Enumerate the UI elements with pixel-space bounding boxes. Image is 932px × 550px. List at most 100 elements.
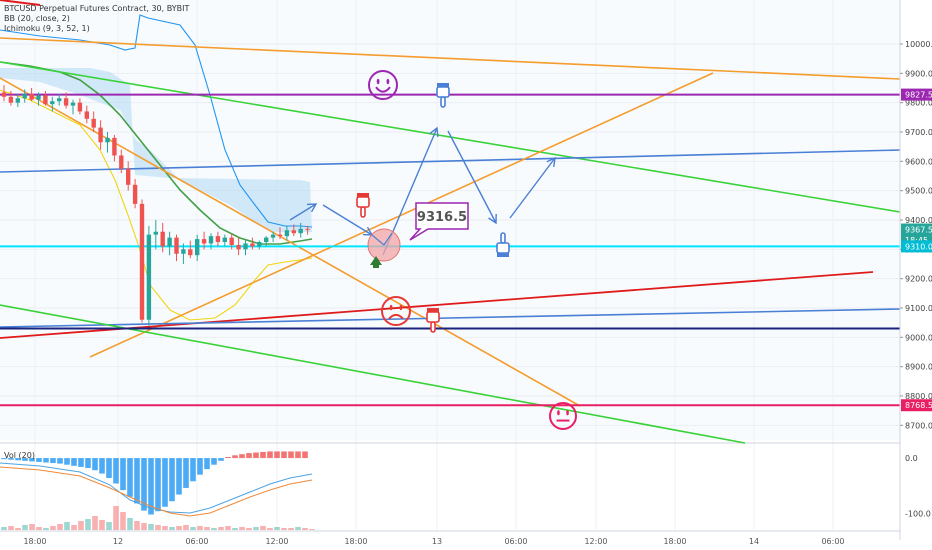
volume-histogram-bar — [113, 506, 119, 530]
candle — [222, 234, 227, 247]
pointing-hand-icon-2-cuff — [357, 193, 369, 197]
price-label-box-0 — [901, 88, 932, 101]
volume-bar — [43, 458, 49, 463]
time-tick-label: 12:00 — [265, 537, 288, 546]
candle-body — [305, 228, 310, 230]
volume-histogram-bar — [85, 519, 91, 530]
pointing-hand-icon-3-cuff — [497, 253, 509, 257]
volume-histogram-bar — [211, 528, 217, 530]
candle — [257, 240, 262, 250]
trend-line-green-upper — [0, 61, 901, 213]
volume-bar — [113, 458, 119, 484]
volume-histogram-bar — [8, 526, 14, 530]
volume-histogram-bar — [1, 527, 7, 530]
volume-ma-orange — [0, 466, 313, 517]
volume-bar — [288, 451, 294, 459]
pointing-hand-icon-4-cuff — [427, 308, 439, 312]
volume-bar — [71, 458, 77, 466]
volume-bar — [99, 458, 105, 474]
volume-histogram-bar — [267, 528, 273, 530]
volume-bar — [218, 458, 224, 461]
volume-bar — [302, 451, 308, 459]
volume-histogram-bar — [134, 521, 140, 530]
candle-body — [57, 98, 62, 102]
volume-bar — [141, 458, 147, 511]
volume-bar — [274, 451, 280, 459]
candle-body — [146, 234, 152, 320]
candle — [8, 90, 14, 106]
candle-body — [160, 231, 165, 247]
volume-histogram-bar — [288, 528, 294, 530]
neutral-face-icon-eye-right — [566, 410, 569, 416]
volume-histogram-bar — [218, 527, 224, 530]
volume-bar — [134, 458, 140, 504]
candle-body — [22, 93, 27, 99]
volume-bar — [29, 458, 35, 462]
volume-histogram-bar — [232, 528, 238, 530]
volume-bar — [197, 458, 203, 475]
volume-histogram-bottom — [1, 506, 315, 530]
time-tick-label: 12:00 — [584, 537, 607, 546]
volume-bar — [232, 455, 238, 459]
candle-body — [284, 230, 290, 237]
volume-bar — [239, 454, 245, 459]
volume-histogram-bar — [15, 528, 21, 530]
candle-body — [84, 111, 89, 119]
volume-bar — [64, 458, 70, 465]
volume-histogram-bar — [36, 527, 42, 530]
candle — [277, 227, 283, 240]
sad-face-icon — [381, 296, 411, 326]
price-tick-label: 9100.0 — [905, 304, 932, 313]
volume-histogram-bar — [246, 528, 252, 530]
pointing-hand-icon-3-palm — [496, 242, 510, 254]
candle — [43, 90, 48, 106]
neutral-face-icon-eye-left — [557, 410, 560, 416]
volume-bar — [295, 451, 301, 459]
candle-body — [195, 239, 200, 256]
candle — [105, 132, 110, 153]
sad-face-icon-eye-left — [389, 304, 393, 311]
candle-body — [98, 127, 103, 143]
candle-body — [1, 92, 7, 97]
candle-body — [36, 95, 41, 100]
volume-bar — [57, 458, 63, 464]
candle — [63, 92, 69, 109]
candle — [174, 234, 179, 262]
candle — [139, 199, 145, 323]
volume-histogram-bar — [197, 526, 203, 530]
candle — [236, 237, 241, 256]
candle — [243, 240, 248, 256]
price-callout: 9316.5 — [409, 202, 469, 241]
price-label-box-3 — [901, 240, 932, 253]
candle — [84, 105, 89, 124]
price-tick-label: 9600.0 — [905, 157, 932, 166]
candle-body — [119, 155, 124, 169]
price-tick-label: 9500.0 — [905, 187, 932, 196]
volume-bar — [8, 458, 14, 460]
price-label-1: 9367.5 — [905, 226, 932, 235]
volume-histogram-bar — [127, 518, 133, 530]
candle-body — [8, 96, 14, 103]
bollinger-upper — [0, 14, 313, 228]
volume-histogram-bar — [99, 520, 105, 530]
time-tick-label: 12 — [113, 537, 123, 546]
candle-body — [201, 239, 207, 244]
pivot-up-arrow-stem — [373, 264, 379, 268]
volume-histogram-bar — [155, 525, 161, 530]
volume-bar — [127, 458, 133, 497]
price-tick-label: 9400.0 — [905, 216, 932, 225]
trend-line-red — [0, 271, 874, 339]
candle — [201, 231, 207, 250]
pointing-hand-icon-1-palm — [436, 86, 450, 98]
candle-body — [29, 93, 34, 100]
volume-bar — [211, 458, 217, 465]
pointing-hand-icon-1-finger — [440, 96, 446, 108]
volume-histogram-bar — [204, 527, 210, 530]
volume-bar — [204, 458, 210, 470]
volume-histogram-bar — [120, 512, 126, 530]
time-tick-label: 18:00 — [663, 537, 686, 546]
candle-body — [77, 102, 83, 112]
candle-body — [298, 228, 303, 234]
candle — [126, 161, 131, 191]
volume-tick-label: 0.0 — [905, 454, 918, 463]
